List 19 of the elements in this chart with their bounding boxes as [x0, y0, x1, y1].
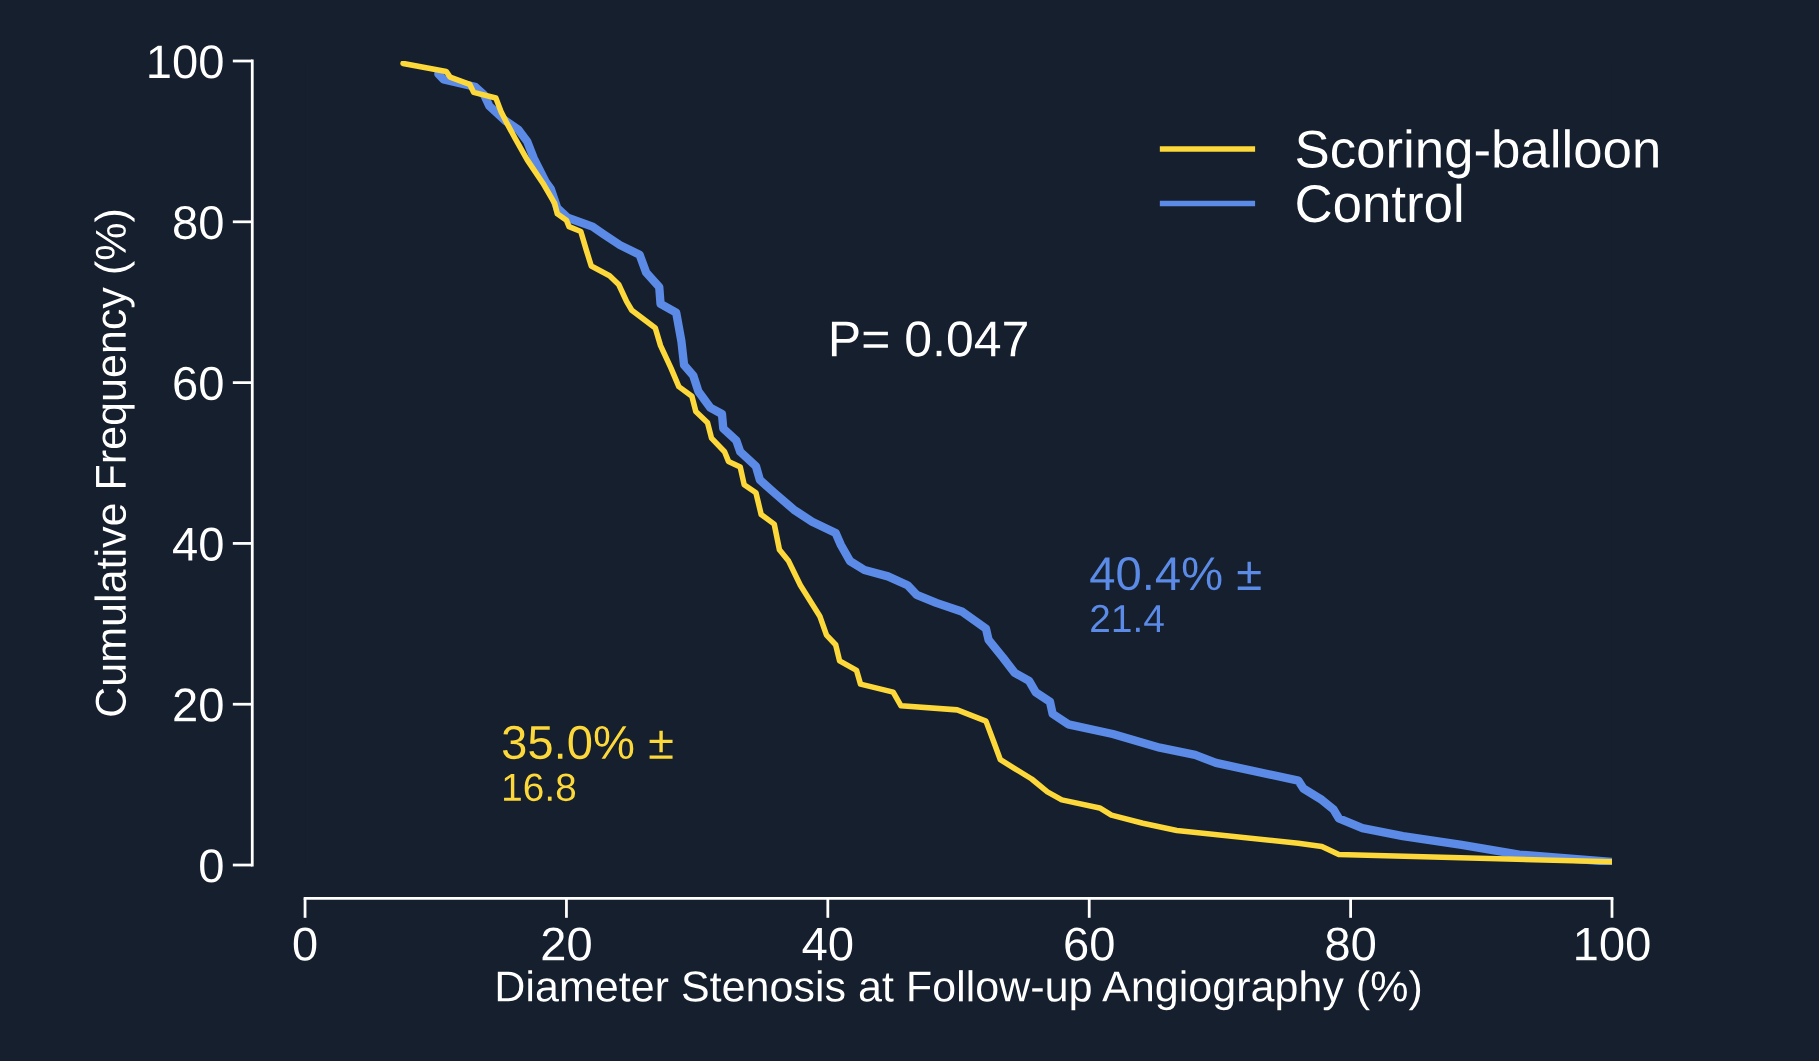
- y-tick-label: 0: [200, 849, 223, 883]
- y-tick-label: 20: [174, 688, 223, 722]
- x-tick-label: 20: [542, 927, 591, 961]
- y-tick-label: 60: [174, 366, 223, 401]
- x-tick-label: 60: [1065, 927, 1114, 961]
- y-tick-label: 40: [173, 527, 223, 561]
- x-tick-label: 80: [1326, 927, 1376, 961]
- y-tick-label: 80: [174, 205, 223, 240]
- y-tick-label: 100: [149, 45, 223, 79]
- legend-label: Scoring-balloon: [1296, 129, 1658, 179]
- y-axis-title: Cumulative Frequency (%): [94, 210, 135, 716]
- x-tick-label: 0: [293, 927, 317, 961]
- x-tick-label: 40: [802, 927, 853, 961]
- x-tick-label: 100: [1576, 927, 1650, 961]
- annotation: P= 0.047: [831, 321, 1027, 357]
- legend-label: Control: [1297, 183, 1462, 223]
- annotation: 40.4% ± 21.4: [1090, 556, 1261, 632]
- x-axis-title: Diameter Stenosis at Follow-up Angiography (%): [497, 970, 1421, 1011]
- annotation: 35.0% ± 16.8: [502, 725, 673, 802]
